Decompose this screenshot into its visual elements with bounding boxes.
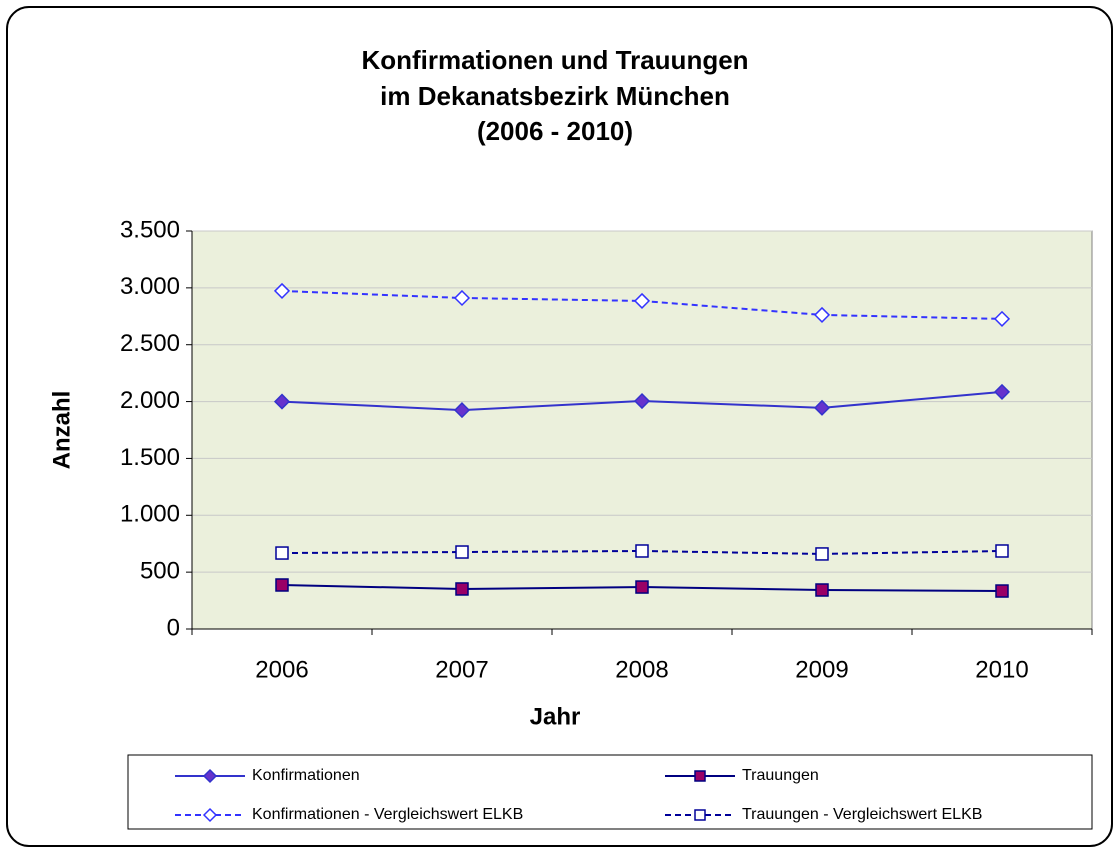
y-tick-label: 0: [167, 614, 180, 641]
marker: [995, 544, 1009, 558]
x-tick-label: 2006: [255, 656, 308, 683]
legend-marker: [202, 768, 218, 784]
y-axis-label: Anzahl: [48, 391, 75, 470]
marker: [273, 393, 291, 410]
marker: [453, 402, 471, 419]
legend-marker: [694, 770, 706, 782]
legend-box: [127, 754, 1093, 830]
y-tick-label: 500: [140, 557, 180, 584]
marker: [633, 292, 651, 309]
y-tick-label: 2.500: [120, 330, 180, 357]
marker: [815, 583, 829, 597]
chart-title: im Dekanatsbezirk München: [380, 81, 730, 111]
x-tick-label: 2008: [615, 656, 668, 683]
marker: [813, 399, 831, 416]
marker: [815, 547, 829, 561]
marker: [455, 545, 469, 559]
x-tick-label: 2009: [795, 656, 848, 683]
marker: [993, 383, 1011, 400]
legend-marker: [202, 807, 218, 823]
y-tick-label: 3.000: [120, 273, 180, 300]
chart-title: Konfirmationen und Trauungen: [361, 45, 748, 75]
x-tick-label: 2010: [975, 656, 1028, 683]
marker: [995, 584, 1009, 598]
marker: [275, 546, 289, 560]
marker: [635, 580, 649, 594]
marker: [635, 544, 649, 558]
y-tick-label: 3.500: [120, 216, 180, 243]
marker: [813, 306, 831, 323]
marker: [455, 582, 469, 596]
x-axis-label: Jahr: [530, 703, 581, 730]
y-tick-label: 1.500: [120, 444, 180, 471]
legend-marker: [694, 809, 706, 821]
y-tick-label: 2.000: [120, 387, 180, 414]
marker: [993, 310, 1011, 327]
y-tick-label: 1.000: [120, 501, 180, 528]
marker: [633, 392, 651, 410]
legend-label: Konfirmationen: [252, 767, 360, 784]
marker: [273, 282, 291, 299]
marker: [275, 578, 289, 592]
x-tick-label: 2007: [435, 656, 488, 683]
legend-label: Trauungen - Vergleichswert ELKB: [742, 806, 982, 823]
legend-label: Konfirmationen - Vergleichswert ELKB: [252, 806, 523, 823]
legend-label: Trauungen: [742, 767, 819, 784]
plot-area: [191, 230, 1093, 630]
chart-title: (2006 - 2010): [477, 116, 633, 146]
marker: [453, 289, 471, 307]
